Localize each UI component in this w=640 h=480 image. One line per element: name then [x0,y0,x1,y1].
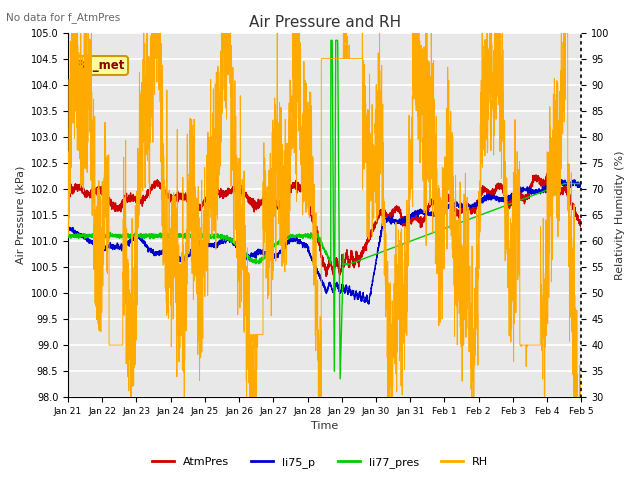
Y-axis label: Air Pressure (kPa): Air Pressure (kPa) [15,166,25,264]
Title: Air Pressure and RH: Air Pressure and RH [248,15,401,30]
Text: No data for f_AtmPres: No data for f_AtmPres [6,12,121,23]
Y-axis label: Relativity Humidity (%): Relativity Humidity (%) [615,150,625,279]
Text: BC_met: BC_met [76,59,125,72]
Legend: AtmPres, li75_p, li77_pres, RH: AtmPres, li75_p, li77_pres, RH [147,452,493,472]
X-axis label: Time: Time [311,421,339,432]
